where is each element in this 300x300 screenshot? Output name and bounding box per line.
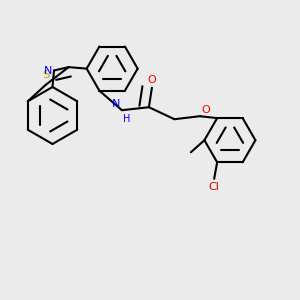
Text: O: O bbox=[201, 105, 210, 115]
Text: N: N bbox=[112, 99, 120, 109]
Text: O: O bbox=[148, 75, 156, 85]
Text: H: H bbox=[122, 114, 130, 124]
Text: N: N bbox=[44, 65, 52, 76]
Text: Cl: Cl bbox=[208, 182, 219, 192]
Text: S: S bbox=[42, 70, 50, 80]
